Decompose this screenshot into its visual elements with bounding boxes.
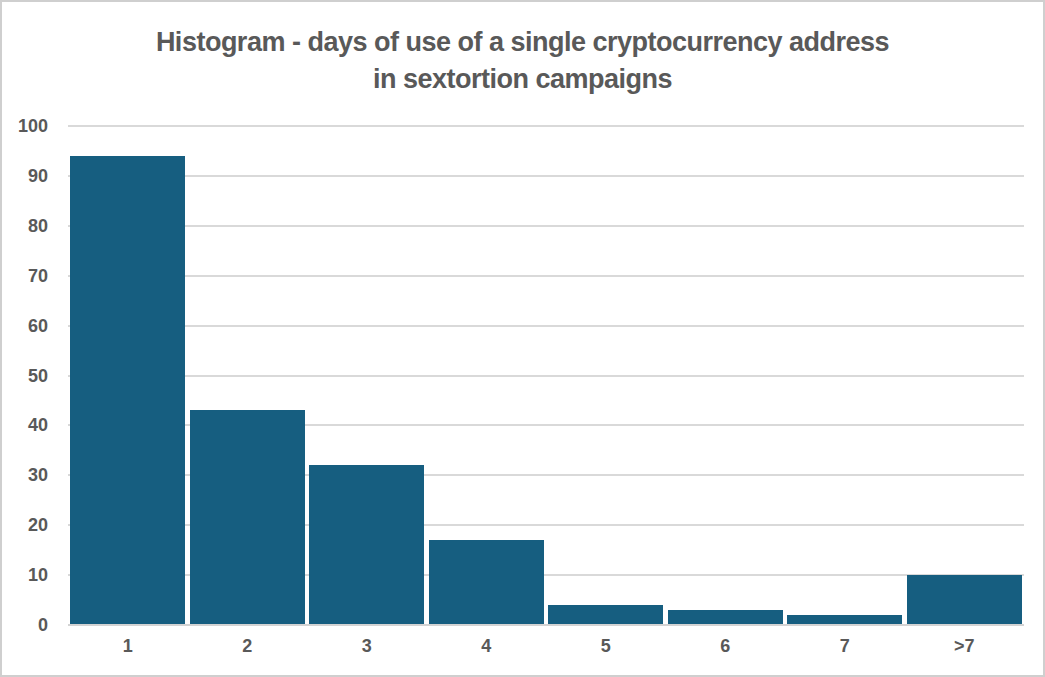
bar-5	[548, 605, 663, 625]
x-tick-label: >7	[905, 636, 1025, 657]
bar-slot	[666, 126, 786, 625]
chart-title-line-2: in sextortion campaigns	[2, 61, 1043, 98]
y-tick-label: 100	[2, 116, 48, 136]
bar-2	[190, 410, 305, 625]
y-tick-label: 80	[2, 216, 48, 236]
bar-1	[70, 156, 185, 625]
y-axis: 0 10 20 30 40 50 60 70 80 90 100	[2, 2, 50, 677]
bar-slot	[427, 126, 547, 625]
bar-slot	[905, 126, 1025, 625]
x-axis: 1234567>7	[68, 636, 1024, 657]
x-tick-label: 2	[188, 636, 308, 657]
chart-canvas: Histogram - days of use of a single cryp…	[0, 0, 1045, 677]
y-tick-label: 60	[2, 316, 48, 336]
bar-6	[668, 610, 783, 625]
chart-title-line-1: Histogram - days of use of a single cryp…	[2, 24, 1043, 61]
y-tick-label: 90	[2, 166, 48, 186]
y-tick-label: 0	[2, 615, 48, 635]
bars-row	[68, 126, 1024, 625]
y-tick-label: 70	[2, 266, 48, 286]
bar-4	[429, 540, 544, 625]
y-tick-label: 40	[2, 415, 48, 435]
x-tick-label: 7	[785, 636, 905, 657]
chart-title: Histogram - days of use of a single cryp…	[2, 24, 1043, 98]
bar->7	[907, 575, 1022, 625]
bar-slot	[785, 126, 905, 625]
x-tick-label: 4	[427, 636, 547, 657]
y-tick-label: 20	[2, 515, 48, 535]
x-tick-label: 6	[666, 636, 786, 657]
x-axis-line	[68, 624, 1024, 626]
y-tick-label: 30	[2, 465, 48, 485]
y-tick-label: 50	[2, 366, 48, 386]
bar-slot	[68, 126, 188, 625]
bar-slot	[188, 126, 308, 625]
bar-3	[309, 465, 424, 625]
bar-slot	[546, 126, 666, 625]
bar-slot	[307, 126, 427, 625]
y-tick-label: 10	[2, 565, 48, 585]
plot-area	[68, 126, 1024, 625]
x-tick-label: 5	[546, 636, 666, 657]
x-tick-label: 3	[307, 636, 427, 657]
x-tick-label: 1	[68, 636, 188, 657]
